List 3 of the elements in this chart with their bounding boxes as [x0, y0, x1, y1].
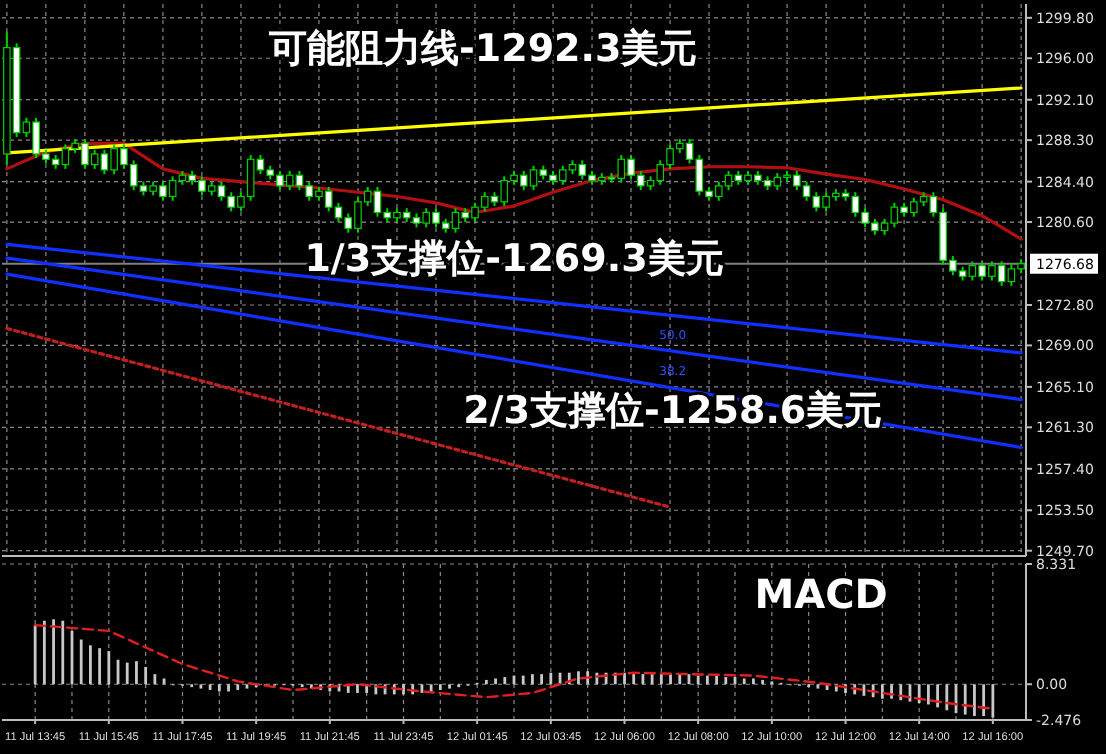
chart-title: MACD — [754, 570, 888, 618]
annotation: 可能阻力线-1292.3美元 — [267, 27, 698, 72]
annotation: 1/3支撑位-1269.3美元 — [304, 237, 724, 282]
